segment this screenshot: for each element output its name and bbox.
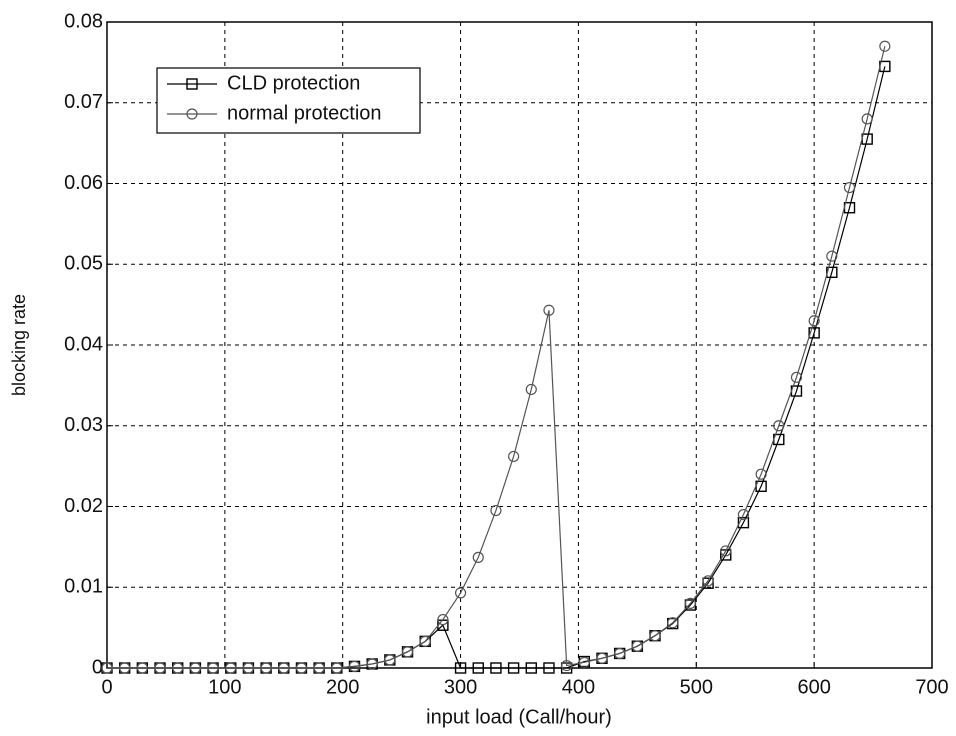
data-point — [295, 662, 308, 674]
data-point — [525, 383, 537, 396]
data-point — [808, 315, 820, 327]
data-point — [242, 662, 255, 674]
data-point — [684, 597, 696, 610]
data-point — [773, 420, 785, 432]
data-point — [614, 647, 626, 660]
y-axis-label: blocking rate — [9, 294, 29, 396]
data-point — [596, 652, 608, 664]
data-point — [702, 575, 714, 587]
data-point — [861, 113, 873, 125]
y-tick-label: 0.01 — [64, 576, 103, 598]
data-point — [472, 551, 484, 563]
data-point — [649, 630, 661, 642]
y-tick-label: 0 — [92, 656, 103, 678]
data-point — [278, 662, 290, 674]
data-point — [508, 450, 520, 463]
data-point — [437, 613, 449, 626]
x-tick-label: 200 — [326, 676, 359, 698]
x-tick-label: 100 — [208, 676, 241, 698]
data-point — [631, 640, 643, 652]
legend-marker — [186, 78, 198, 90]
data-point — [720, 545, 732, 557]
data-point — [154, 662, 166, 674]
data-point — [737, 508, 750, 521]
data-point — [490, 662, 502, 674]
data-point — [737, 516, 750, 529]
data-point — [790, 371, 803, 383]
y-tick-label: 0.03 — [64, 414, 103, 436]
x-tick-label: 300 — [444, 676, 477, 698]
legend-label: CLD protection — [227, 72, 360, 94]
data-point — [260, 662, 272, 674]
x-tick-label: 400 — [562, 676, 595, 698]
data-point — [348, 660, 361, 672]
x-tick-label: 500 — [680, 676, 713, 698]
data-point — [879, 40, 891, 52]
series-line — [107, 46, 886, 669]
data-point — [331, 662, 343, 674]
data-point — [384, 654, 396, 666]
data-point — [225, 662, 237, 674]
data-point — [136, 662, 148, 674]
y-tick-label: 0.06 — [64, 172, 103, 194]
data-point — [755, 468, 767, 480]
data-point — [490, 504, 502, 517]
data-point — [667, 617, 679, 629]
data-point — [843, 181, 856, 194]
data-point — [578, 656, 590, 668]
data-point — [543, 662, 555, 674]
data-point — [561, 659, 573, 672]
x-tick-label: 0 — [101, 676, 112, 698]
y-tick-label: 0.04 — [64, 333, 103, 355]
y-tick-label: 0.05 — [64, 253, 103, 275]
data-point — [207, 662, 219, 674]
y-tick-label: 0.07 — [64, 91, 103, 113]
data-point — [454, 662, 467, 674]
y-tick-label: 0.08 — [64, 10, 103, 32]
data-point — [189, 662, 201, 674]
x-tick-label: 600 — [797, 676, 830, 698]
data-point — [507, 662, 520, 674]
legend-marker — [186, 108, 198, 120]
data-point — [101, 662, 113, 674]
data-point — [419, 635, 431, 647]
y-tick-label: 0.02 — [64, 495, 103, 517]
x-tick-label: 700 — [915, 676, 948, 698]
data-point — [313, 662, 325, 674]
data-point — [366, 658, 378, 670]
data-point — [525, 662, 537, 674]
data-point — [472, 662, 484, 674]
data-point — [808, 327, 820, 339]
data-point — [172, 662, 184, 674]
data-point — [543, 304, 555, 316]
x-axis-label: input load (Call/hour) — [426, 706, 612, 728]
data-point — [826, 250, 838, 262]
data-point — [401, 646, 414, 658]
data-point — [454, 587, 467, 599]
data-point — [119, 662, 131, 674]
legend-box — [156, 67, 421, 134]
legend-label: normal protection — [227, 102, 382, 124]
